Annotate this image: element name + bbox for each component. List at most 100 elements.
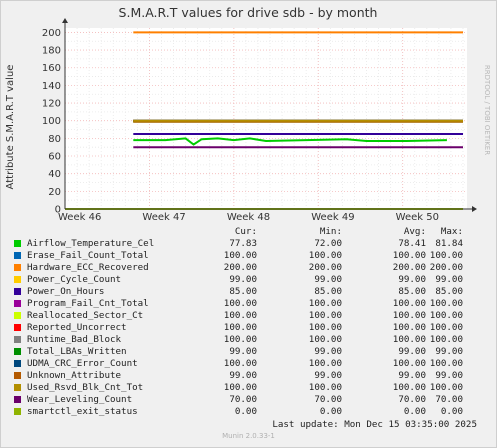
legend-series-name: smartctl_exit_status bbox=[27, 406, 138, 417]
y-tick-label: 40 bbox=[48, 169, 61, 180]
legend-value-min: 99.00 bbox=[314, 274, 342, 285]
y-tick-label: 0 bbox=[55, 205, 61, 216]
legend-value-avg: 100.00 bbox=[392, 298, 426, 309]
legend-swatch bbox=[14, 408, 21, 415]
legend-value-min: 100.00 bbox=[308, 250, 342, 261]
legend-series-name: Wear_Leveling_Count bbox=[27, 394, 133, 405]
y-tick-label: 160 bbox=[42, 63, 61, 74]
legend-series-name: Unknown_Attribute bbox=[27, 370, 122, 381]
legend-swatch bbox=[14, 240, 21, 247]
legend-value-avg: 85.00 bbox=[398, 286, 426, 297]
y-axis-ticks: 0 20 40 60 80 100 120 140 160 180 200 bbox=[42, 28, 61, 216]
axes bbox=[62, 18, 477, 212]
legend-value-min: 72.00 bbox=[314, 238, 342, 249]
rrdtool-watermark: RRDTOOL / TOBI OETIKER bbox=[483, 65, 491, 155]
legend-row: Wear_Leveling_Count 70.00 70.00 70.00 70.00 bbox=[0, 394, 497, 406]
y-tick-label: 140 bbox=[42, 81, 61, 92]
legend-value-max: 81.84 bbox=[435, 238, 463, 249]
y-tick-label: 200 bbox=[42, 28, 61, 39]
legend-value-max: 85.00 bbox=[435, 286, 463, 297]
x-tick-label: Week 50 bbox=[396, 212, 439, 223]
legend-series-name: Reallocated_Sector_Ct bbox=[27, 310, 144, 321]
legend-value-min: 0.00 bbox=[319, 406, 342, 417]
legend-series-name: Runtime_Bad_Block bbox=[27, 334, 122, 345]
legend-series-name: Airflow_Temperature_Cel bbox=[27, 238, 155, 249]
legend-value-max: 70.00 bbox=[435, 394, 463, 405]
legend-row: Power_Cycle_Count 99.00 99.00 99.00 99.00 bbox=[0, 274, 497, 286]
y-tick-label: 80 bbox=[48, 134, 61, 145]
legend-value-max: 200.00 bbox=[429, 262, 463, 273]
legend-series-name: Total_LBAs_Written bbox=[27, 346, 127, 357]
legend-swatch bbox=[14, 396, 21, 403]
y-axis-arrow bbox=[62, 18, 68, 23]
legend-swatch bbox=[14, 252, 21, 259]
legend-value-cur: 100.00 bbox=[223, 358, 257, 369]
legend-row: Program_Fail_Cnt_Total 100.00 100.00 100.00… bbox=[0, 298, 497, 310]
legend-value-min: 100.00 bbox=[308, 298, 342, 309]
legend-value-max: 99.00 bbox=[435, 370, 463, 381]
legend-swatch bbox=[14, 276, 21, 283]
legend-value-max: 100.00 bbox=[429, 382, 463, 393]
legend-value-avg: 99.00 bbox=[398, 346, 426, 357]
legend-value-cur: 100.00 bbox=[223, 382, 257, 393]
legend-value-avg: 100.00 bbox=[392, 322, 426, 333]
legend-series-name: Power_On_Hours bbox=[27, 286, 105, 297]
legend-row: Used_Rsvd_Blk_Cnt_Tot 100.00 100.00 100.00 1… bbox=[0, 382, 497, 394]
legend-value-cur: 85.00 bbox=[229, 286, 257, 297]
legend-swatch bbox=[14, 324, 21, 331]
legend-row: Reported_Uncorrect 100.00 100.00 100.00 100.… bbox=[0, 322, 497, 334]
legend-value-max: 100.00 bbox=[429, 322, 463, 333]
legend-value-min: 100.00 bbox=[308, 334, 342, 345]
legend-value-min: 100.00 bbox=[308, 310, 342, 321]
y-axis-label: Attribute S.M.A.R.T value bbox=[5, 65, 16, 190]
legend-value-avg: 0.00 bbox=[403, 406, 426, 417]
y-tick-label: 60 bbox=[48, 152, 61, 163]
x-axis-ticks: Week 46 Week 47 Week 48 Week 49 Week 50 bbox=[58, 212, 439, 223]
legend-value-max: 100.00 bbox=[429, 334, 463, 345]
legend-value-min: 100.00 bbox=[308, 382, 342, 393]
y-tick-label: 180 bbox=[42, 46, 61, 57]
legend-series-name: Program_Fail_Cnt_Total bbox=[27, 298, 149, 309]
legend-value-avg: 78.41 bbox=[398, 238, 426, 249]
legend-row: smartctl_exit_status 0.00 0.00 0.00 0.00 bbox=[0, 406, 497, 418]
chart-title: S.M.A.R.T values for drive sdb - by mont… bbox=[119, 5, 378, 20]
y-tick-label: 20 bbox=[48, 187, 61, 198]
y-tick-label: 100 bbox=[42, 116, 61, 127]
legend-value-cur: 99.00 bbox=[229, 274, 257, 285]
legend-swatch bbox=[14, 288, 21, 295]
legend-value-min: 99.00 bbox=[314, 346, 342, 357]
legend-value-min: 70.00 bbox=[314, 394, 342, 405]
legend-value-avg: 100.00 bbox=[392, 310, 426, 321]
header-min: Min: bbox=[319, 226, 342, 237]
legend-series-name: UDMA_CRC_Error_Count bbox=[27, 358, 138, 369]
legend-value-max: 100.00 bbox=[429, 250, 463, 261]
legend-swatch bbox=[14, 360, 21, 367]
legend-value-min: 85.00 bbox=[314, 286, 342, 297]
legend-value-cur: 70.00 bbox=[229, 394, 257, 405]
legend-value-avg: 99.00 bbox=[398, 274, 426, 285]
legend-series-name: Reported_Uncorrect bbox=[27, 322, 127, 333]
legend-swatch bbox=[14, 372, 21, 379]
legend-value-max: 100.00 bbox=[429, 358, 463, 369]
legend-series-name: Used_Rsvd_Blk_Cnt_Tot bbox=[27, 382, 144, 393]
legend-value-min: 100.00 bbox=[308, 322, 342, 333]
header-avg: Avg: bbox=[403, 226, 426, 237]
legend-swatch bbox=[14, 384, 21, 391]
legend-value-avg: 100.00 bbox=[392, 334, 426, 345]
last-update: Last update: Mon Dec 15 03:35:00 2025 bbox=[272, 419, 477, 430]
legend-swatch bbox=[14, 348, 21, 355]
legend-swatch bbox=[14, 312, 21, 319]
legend-row: Reallocated_Sector_Ct 100.00 100.00 100.00 1… bbox=[0, 310, 497, 322]
legend-value-cur: 0.00 bbox=[234, 406, 257, 417]
legend-value-cur: 77.83 bbox=[229, 238, 257, 249]
x-tick-label: Week 49 bbox=[311, 212, 354, 223]
legend-value-max: 100.00 bbox=[429, 310, 463, 321]
plot-background bbox=[65, 28, 467, 209]
legend-value-cur: 99.00 bbox=[229, 370, 257, 381]
legend-swatch bbox=[14, 300, 21, 307]
legend-row: Runtime_Bad_Block 100.00 100.00 100.00 100.0… bbox=[0, 334, 497, 346]
legend-value-avg: 70.00 bbox=[398, 394, 426, 405]
x-axis-arrow bbox=[472, 206, 477, 212]
legend-swatch bbox=[14, 264, 21, 271]
